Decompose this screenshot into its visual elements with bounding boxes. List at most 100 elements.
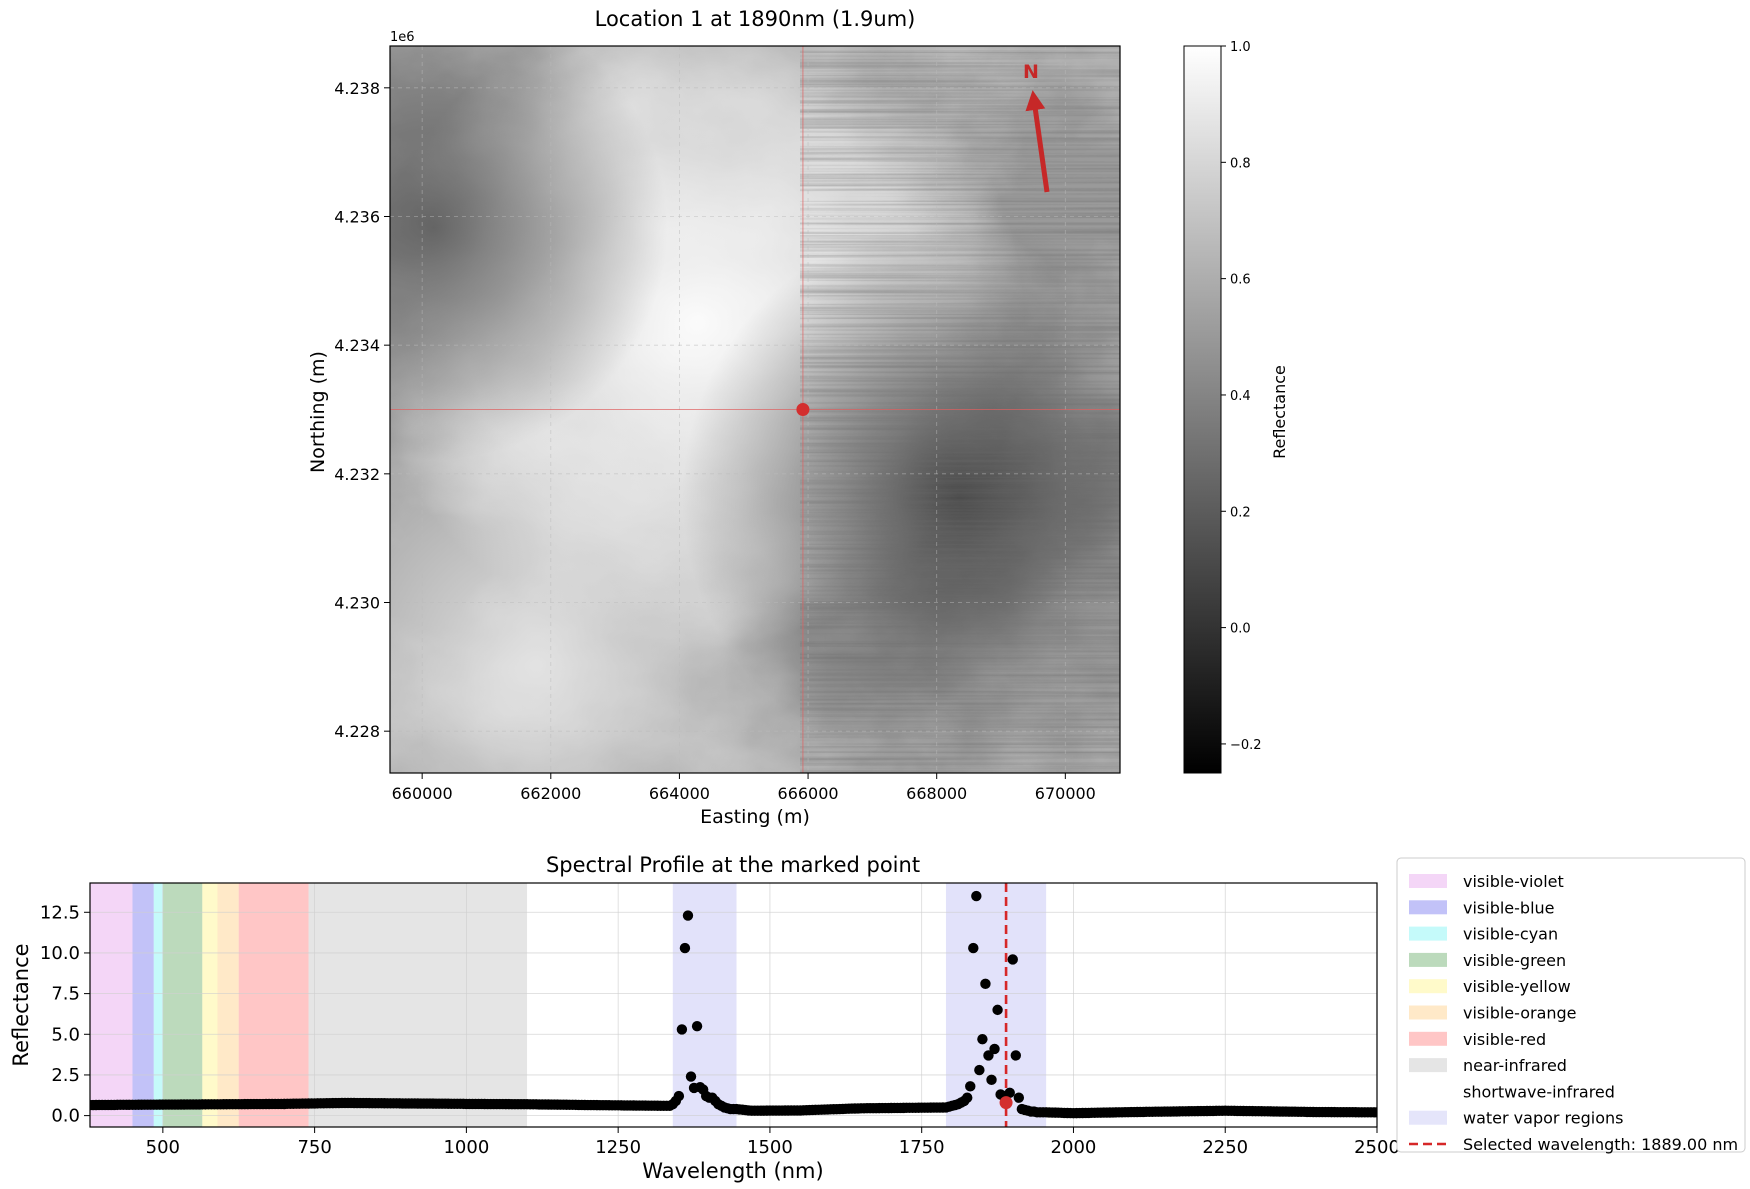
legend-label-shortwave-infrared: shortwave-infrared <box>1463 1082 1615 1101</box>
map-x-ticks: 660000 662000 664000 666000 668000 670000 <box>392 773 1096 803</box>
selected-point <box>999 1096 1013 1110</box>
spectral-grid <box>90 883 1377 1127</box>
colorbar-tick-label: 1.0 <box>1230 40 1251 55</box>
colorbar-label: Reflectance <box>1270 365 1289 459</box>
region-visible-green <box>162 883 203 1127</box>
spectral-point <box>1371 1107 1377 1118</box>
spectral-x-tick-label: 2500 <box>1354 1137 1400 1158</box>
spectral-point <box>977 1033 988 1045</box>
spectral-legend: visible-violet visible-blue visible-cyan vi… <box>1396 857 1746 1154</box>
map-x-tick-label: 664000 <box>649 784 710 803</box>
map-ylabel: Northing (m) <box>307 351 329 473</box>
spectral-title: Spectral Profile at the marked point <box>546 853 920 877</box>
map-y-tick-label: 4.230 <box>334 594 380 613</box>
legend-label-visible-green: visible-green <box>1463 951 1566 970</box>
legend-label-visible-violet: visible-violet <box>1463 872 1564 891</box>
spectral-point <box>971 890 982 902</box>
spectral-x-tick-label: 2250 <box>1202 1137 1248 1158</box>
colorbar: −0.2 0.0 0.2 0.4 0.6 0.8 1.0 Reflectance <box>1183 40 1289 774</box>
spectral-points <box>90 890 1377 1119</box>
map-y-tick-label: 4.232 <box>334 465 380 484</box>
legend-swatch-visible-violet <box>1409 874 1447 888</box>
spectral-point <box>968 942 979 954</box>
spectral-point <box>989 1043 1000 1055</box>
spectral-x-tick-label: 2000 <box>1051 1137 1097 1158</box>
legend-label-visible-cyan: visible-cyan <box>1463 925 1558 944</box>
spectral-point <box>992 1004 1003 1016</box>
region-visible-cyan <box>153 883 163 1127</box>
map-frame <box>389 45 1121 774</box>
spectral-panel: Spectral Profile at the marked point 500… <box>9 853 1400 1183</box>
map-y-tick-label: 4.234 <box>334 336 380 355</box>
spectral-point <box>676 1024 688 1035</box>
legend-label-visible-orange: visible-orange <box>1463 1004 1577 1023</box>
legend-label-visible-blue: visible-blue <box>1463 898 1555 917</box>
spectral-regions <box>90 883 1377 1127</box>
map-x-tick-label: 662000 <box>520 784 581 803</box>
legend-box <box>1396 857 1746 1153</box>
spectral-point <box>1007 954 1018 965</box>
map-x-tick-label: 670000 <box>1035 784 1096 803</box>
spectral-y-tick-label: 10.0 <box>40 943 80 964</box>
north-label: N <box>1023 61 1039 83</box>
legend-swatch-visible-yellow <box>1409 979 1447 994</box>
spectral-x-tick-label: 500 <box>146 1137 180 1158</box>
legend-label-water-vapor-regions: water vapor regions <box>1463 1109 1624 1128</box>
spectral-y-tick-label: 2.5 <box>51 1065 80 1086</box>
spectral-point <box>1037 1107 1049 1118</box>
legend-label-near-infrared: near-infrared <box>1463 1056 1567 1075</box>
legend-swatch-visible-orange <box>1409 1005 1447 1020</box>
spectral-x-tick-label: 1250 <box>595 1137 641 1158</box>
map-y-ticks: 4.228 4.230 4.232 4.234 4.236 4.238 <box>334 79 390 741</box>
legend-label-selected-wavelength: Selected wavelength: 1889.00 nm <box>1463 1135 1738 1154</box>
spectral-point <box>974 1064 985 1076</box>
spectral-point <box>1010 1050 1021 1061</box>
spectral-point <box>1013 1092 1025 1103</box>
region-visible-blue <box>132 883 154 1127</box>
region-visible-red <box>238 883 309 1127</box>
legend-swatch-visible-red <box>1409 1031 1447 1046</box>
spectral-point <box>679 942 691 954</box>
colorbar-tick-label: 0.0 <box>1230 622 1251 637</box>
marked-point <box>796 403 810 416</box>
region-visible-violet <box>90 883 133 1127</box>
legend-swatch-visible-cyan <box>1409 926 1447 941</box>
colorbar-tick-label: 0.6 <box>1230 273 1251 288</box>
colorbar-tick-label: 0.8 <box>1230 156 1251 171</box>
spectral-x-tick-label: 1500 <box>747 1137 793 1158</box>
spectral-point <box>1004 1087 1015 1099</box>
map-x-tick-label: 668000 <box>906 784 967 803</box>
spectral-y-tick-label: 5.0 <box>51 1024 80 1045</box>
spectral-x-tick-label: 750 <box>297 1137 331 1158</box>
colorbar-tick-label: −0.2 <box>1230 738 1262 753</box>
spectral-x-tick-label: 1750 <box>899 1137 945 1158</box>
spectral-point <box>728 1103 739 1115</box>
region-visible-orange <box>217 883 239 1127</box>
spectral-frame <box>89 882 1378 1128</box>
map-y-tick-label: 4.238 <box>334 79 380 98</box>
spectral-point <box>980 978 991 990</box>
spectral-x-tick-label: 1000 <box>443 1137 489 1158</box>
colorbar-tick-label: 0.2 <box>1230 505 1251 520</box>
spectral-ylabel: Reflectance <box>9 943 33 1066</box>
map-y-offset: 1e6 <box>390 30 415 45</box>
spectral-point <box>691 1020 703 1032</box>
spectral-x-ticks: 500 750 1000 1250 1500 1750 2000 2250 2500 <box>146 1127 1400 1158</box>
legend-swatch-visible-green <box>1409 952 1447 967</box>
legend-swatch-near-infrared <box>1409 1058 1447 1073</box>
spectral-y-tick-label: 7.5 <box>51 984 80 1005</box>
spectral-point <box>673 1090 685 1102</box>
spectral-y-tick-label: 0.0 <box>51 1106 80 1127</box>
spectral-y-ticks: 0.0 2.5 5.0 7.5 10.0 12.5 <box>40 902 90 1127</box>
spectral-xlabel: Wavelength (nm) <box>642 1159 823 1183</box>
map-xlabel: Easting (m) <box>700 806 810 828</box>
colorbar-tick-label: 0.4 <box>1230 389 1251 404</box>
spectral-point <box>962 1092 973 1103</box>
spectral-point <box>986 1074 997 1086</box>
spectral-y-tick-label: 12.5 <box>40 902 80 923</box>
map-title: Location 1 at 1890nm (1.9um) <box>595 7 916 31</box>
map-y-tick-label: 4.228 <box>334 722 380 741</box>
spectral-point <box>682 910 694 921</box>
map-x-tick-label: 666000 <box>778 784 839 803</box>
